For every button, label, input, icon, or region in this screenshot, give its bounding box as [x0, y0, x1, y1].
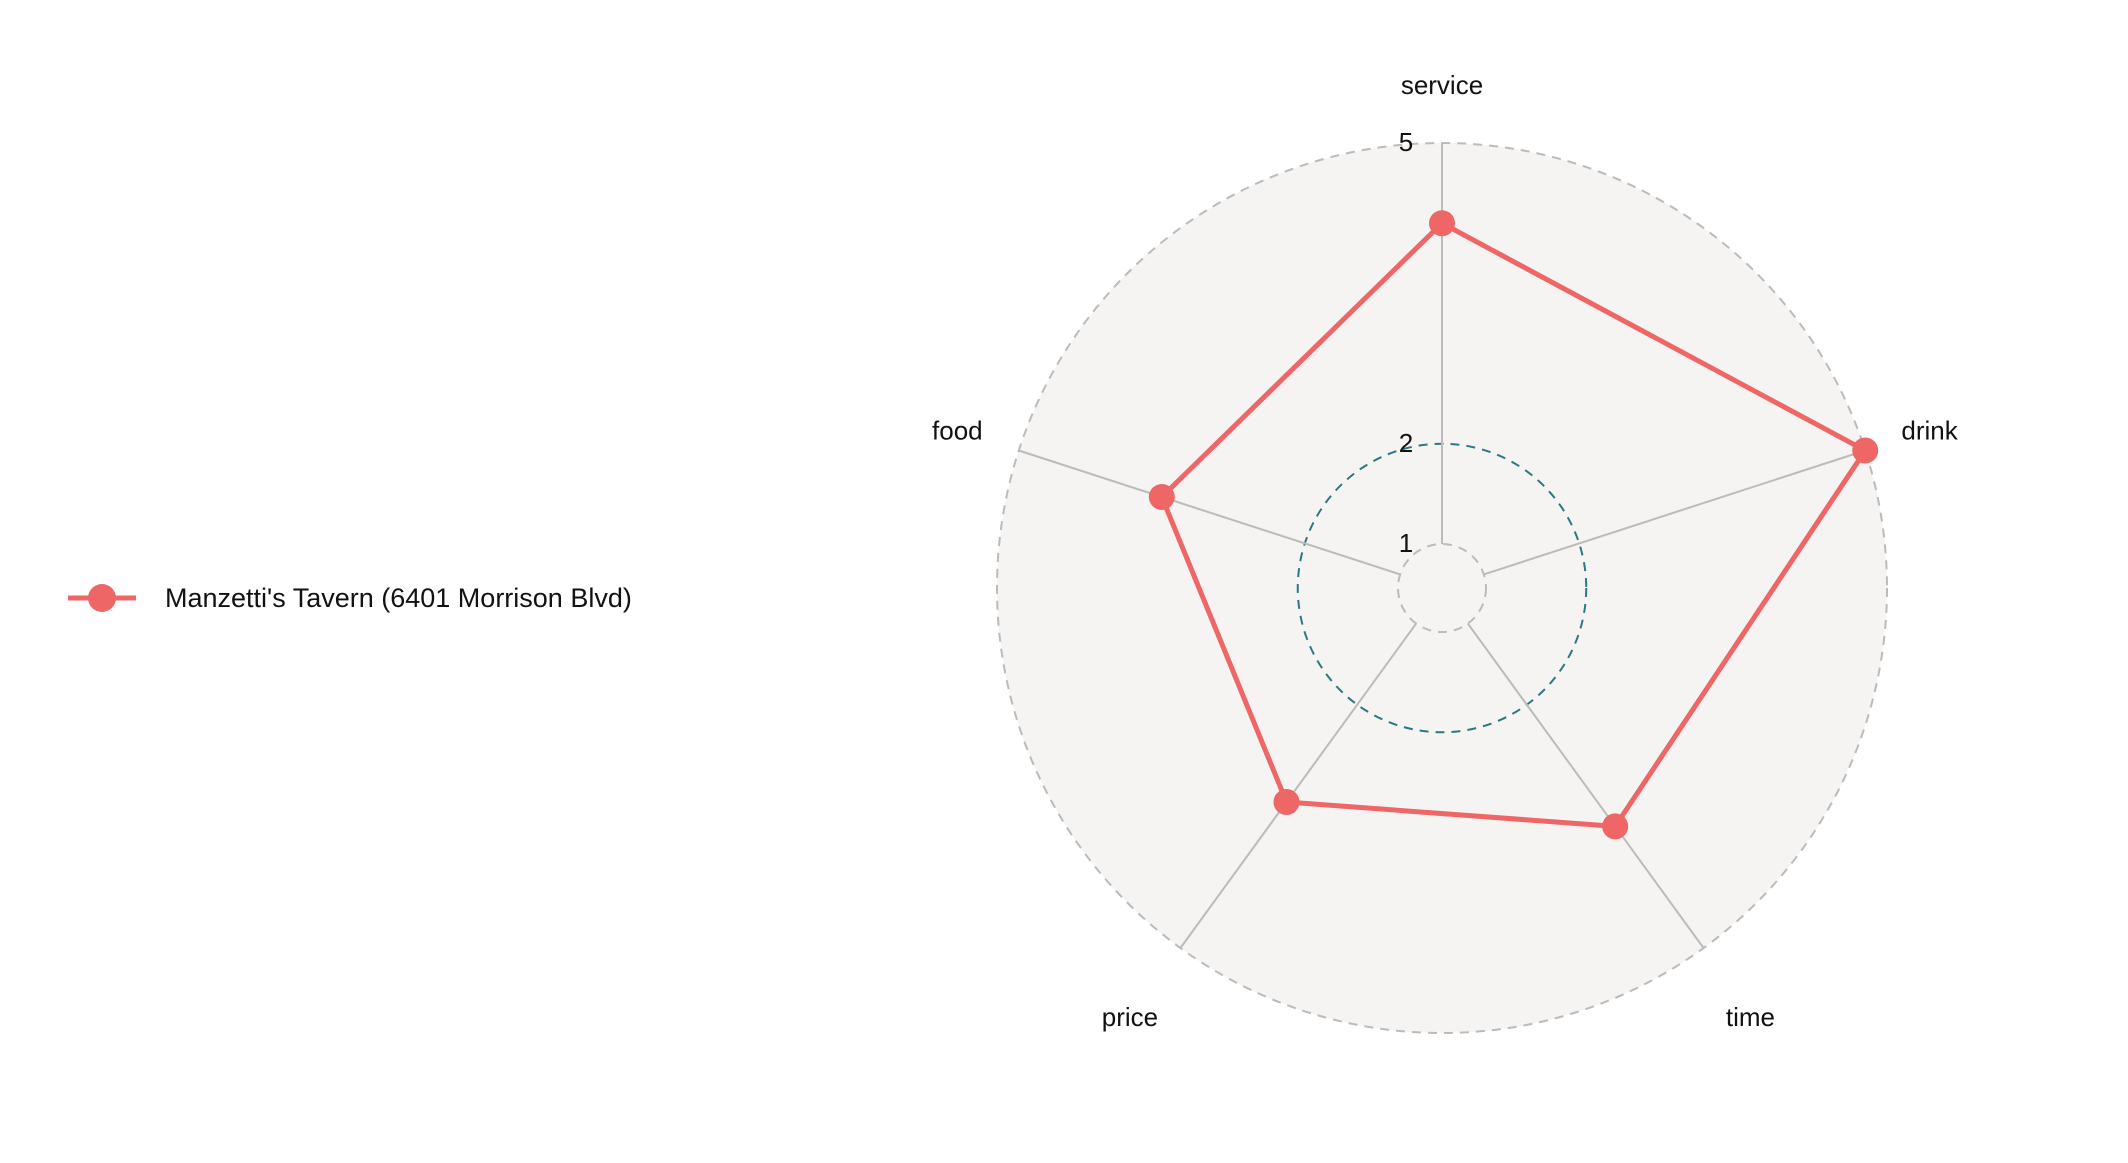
data-point-food [1149, 484, 1175, 510]
data-point-time [1602, 813, 1628, 839]
data-point-service [1429, 210, 1455, 236]
tick-label-5: 5 [1399, 127, 1413, 157]
data-point-price [1274, 789, 1300, 815]
axis-label-time: time [1726, 1002, 1775, 1032]
tick-label-2: 2 [1399, 428, 1413, 458]
axis-label-drink: drink [1901, 416, 1958, 446]
axis-label-service: service [1401, 70, 1483, 100]
data-point-drink [1852, 437, 1878, 463]
legend: Manzetti's Tavern (6401 Morrison Blvd) [68, 583, 632, 613]
axis-label-food: food [932, 416, 983, 446]
legend-label: Manzetti's Tavern (6401 Morrison Blvd) [165, 583, 632, 613]
axis-label-price: price [1102, 1002, 1158, 1032]
tick-label-1: 1 [1399, 528, 1413, 558]
legend-marker [88, 584, 116, 612]
